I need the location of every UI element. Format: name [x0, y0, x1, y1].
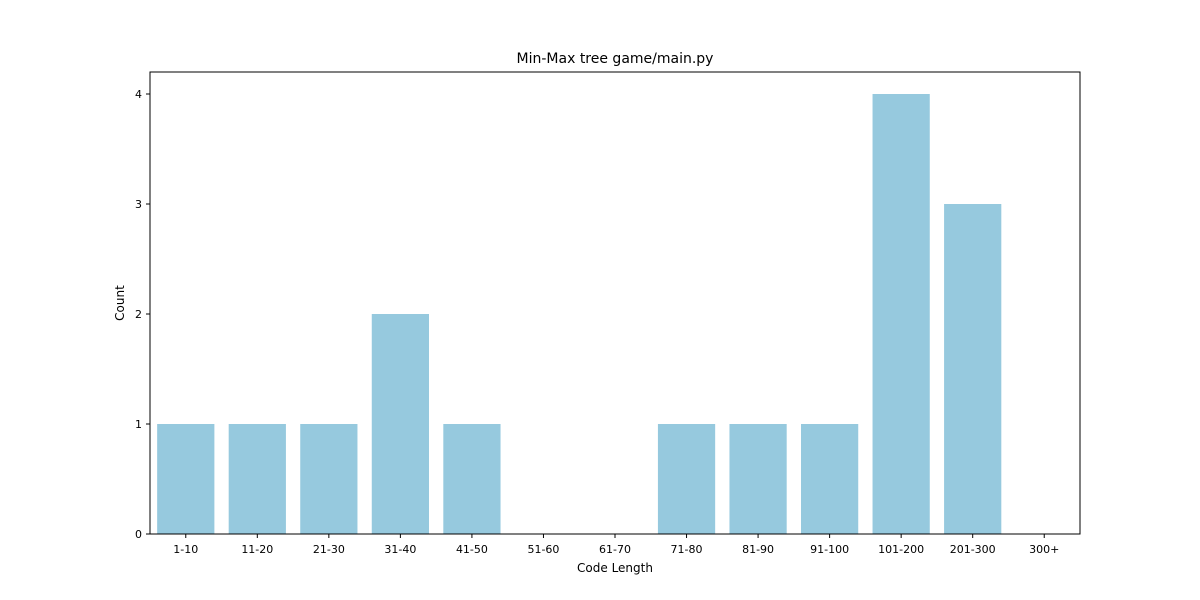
y-tick-label: 3	[135, 198, 142, 211]
bar-41-50	[443, 424, 501, 534]
x-tick-label: 61-70	[599, 543, 631, 556]
x-tick-label: 11-20	[241, 543, 273, 556]
bars-layer	[157, 94, 1002, 534]
x-tick-label: 71-80	[671, 543, 703, 556]
bar-1-10	[157, 424, 215, 534]
bar-31-40	[371, 314, 429, 534]
x-tick-label: 81-90	[742, 543, 774, 556]
x-tick-label: 300+	[1029, 543, 1059, 556]
y-tick-label: 0	[135, 528, 142, 541]
x-tick-label: 201-300	[950, 543, 996, 556]
y-tick-label: 2	[135, 308, 142, 321]
bar-81-90	[729, 424, 787, 534]
x-axis-ticks: 1-10 11-20 21-30 31-40 41-50 51-60 61-70 71-80 8…	[173, 534, 1059, 556]
chart-title: Min-Max tree game/main.py	[517, 51, 714, 67]
y-tick-label: 4	[135, 88, 142, 101]
x-tick-label: 21-30	[313, 543, 345, 556]
y-axis-ticks: 0 1 2 3 4	[135, 88, 150, 541]
bar-91-100	[801, 424, 859, 534]
bar-101-200	[872, 94, 930, 534]
x-tick-label: 31-40	[384, 543, 416, 556]
bar-71-80	[657, 424, 716, 534]
x-tick-label: 41-50	[456, 543, 488, 556]
x-tick-label: 1-10	[173, 543, 198, 556]
x-tick-label: 91-100	[810, 543, 849, 556]
x-axis-label: Code Length	[577, 561, 653, 575]
x-tick-label: 51-60	[527, 543, 559, 556]
bar-21-30	[300, 424, 358, 534]
bar-11-20	[228, 424, 286, 534]
y-tick-label: 1	[135, 418, 142, 431]
x-tick-label: 101-200	[878, 543, 924, 556]
plot-area-frame	[149, 71, 1081, 535]
y-axis-label: Count	[113, 285, 127, 321]
bar-201-300	[944, 204, 1002, 534]
